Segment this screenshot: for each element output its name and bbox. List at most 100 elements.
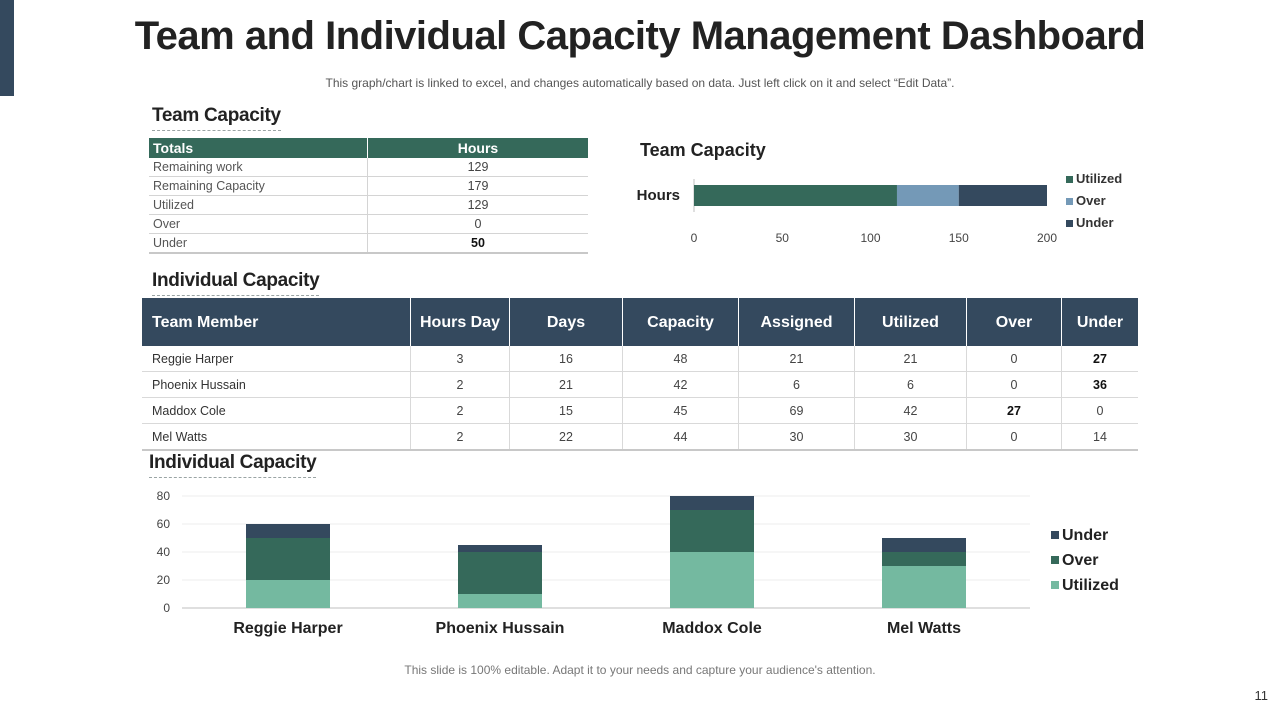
bar-segment-under — [246, 524, 330, 538]
cell-capacity: 42 — [622, 371, 739, 398]
x-tick-label: 100 — [860, 231, 880, 245]
table-row: Over 0 — [149, 214, 588, 234]
individual-chart-heading: Individual Capacity — [149, 452, 317, 478]
column-header-hours-day: Hours Day — [410, 298, 510, 346]
cell-days: 15 — [509, 397, 623, 424]
cell-under: 36 — [1061, 371, 1138, 398]
row-label: Remaining work — [149, 158, 368, 177]
column-header-capacity: Capacity — [622, 298, 739, 346]
row-value: 50 — [367, 233, 588, 254]
column-header-team-member: Team Member — [142, 298, 411, 346]
column-header-hours: Hours — [367, 138, 588, 158]
cell-utilized: 21 — [854, 346, 967, 372]
page-title: Team and Individual Capacity Management … — [134, 14, 1146, 58]
cell-assigned: 69 — [738, 397, 855, 424]
team-capacity-chart: Team Capacity Hours 0 50 100 150 200 Utilized Ov… — [637, 140, 1123, 245]
bar-segment-under — [670, 496, 754, 510]
cell-member: Reggie Harper — [142, 346, 411, 372]
legend-label: Utilized — [1062, 577, 1119, 594]
team-capacity-table: Totals Hours Remaining work 129 Remainin… — [149, 138, 588, 254]
category-label: Phoenix Hussain — [436, 620, 565, 637]
table-row: Mel Watts 2 22 44 30 30 0 14 — [142, 423, 1138, 451]
cell-assigned: 30 — [738, 423, 855, 451]
cell-over: 27 — [966, 397, 1062, 424]
cell-under: 14 — [1061, 423, 1138, 451]
bar-segment-utilized — [670, 552, 754, 608]
table-row: Utilized 129 — [149, 195, 588, 215]
chart-title: Team Capacity — [640, 140, 766, 160]
column-header-assigned: Assigned — [738, 298, 855, 346]
bar-segment-utilized — [458, 594, 542, 608]
row-value: 0 — [367, 214, 588, 234]
legend-swatch — [1066, 176, 1073, 183]
bar-segment-utilized — [246, 580, 330, 608]
table-row: Reggie Harper 3 16 48 21 21 0 27 — [142, 346, 1138, 372]
legend-label: Utilized — [1076, 171, 1122, 186]
legend-swatch — [1051, 581, 1059, 589]
legend-swatch — [1066, 198, 1073, 205]
cell-capacity: 44 — [622, 423, 739, 451]
cell-member: Mel Watts — [142, 423, 411, 451]
column-header-under: Under — [1061, 298, 1138, 346]
row-value: 129 — [367, 158, 588, 177]
cell-utilized: 42 — [854, 397, 967, 424]
bar-segment-under — [458, 545, 542, 552]
column-header-totals: Totals — [149, 138, 368, 158]
bar-segment-utilized — [694, 185, 897, 206]
legend-swatch — [1066, 220, 1073, 227]
column-header-utilized: Utilized — [854, 298, 967, 346]
x-tick-label: 0 — [691, 231, 698, 245]
table-row: Remaining work 129 — [149, 158, 588, 177]
cell-capacity: 45 — [622, 397, 739, 424]
bar-segment-under — [882, 538, 966, 552]
y-tick-label: 40 — [157, 545, 171, 559]
category-label: Reggie Harper — [233, 620, 342, 637]
bar-segment-over — [458, 552, 542, 594]
row-label: Under — [149, 233, 368, 254]
cell-hours-day: 2 — [410, 423, 510, 451]
legend-label: Over — [1062, 552, 1098, 569]
y-tick-label: 80 — [157, 489, 171, 503]
category-label: Maddox Cole — [662, 620, 762, 637]
bar-segment-utilized — [882, 566, 966, 608]
legend-label: Under — [1076, 215, 1114, 230]
cell-assigned: 21 — [738, 346, 855, 372]
cell-days: 22 — [509, 423, 623, 451]
column-header-over: Over — [966, 298, 1062, 346]
row-label: Utilized — [149, 195, 368, 215]
legend-swatch — [1051, 531, 1059, 539]
category-label: Mel Watts — [887, 620, 961, 637]
individual-capacity-heading: Individual Capacity — [152, 270, 320, 296]
cell-hours-day: 2 — [410, 397, 510, 424]
cell-capacity: 48 — [622, 346, 739, 372]
cell-days: 21 — [509, 371, 623, 398]
cell-utilized: 6 — [854, 371, 967, 398]
y-tick-label: 20 — [157, 573, 171, 587]
legend-label: Under — [1062, 527, 1108, 544]
column-header-days: Days — [509, 298, 623, 346]
cell-member: Phoenix Hussain — [142, 371, 411, 398]
row-label: Over — [149, 214, 368, 234]
individual-capacity-chart: 0 20 40 60 80 Reggie Harper Phoenix Hussain Mad… — [157, 489, 1119, 637]
x-tick-label: 150 — [949, 231, 969, 245]
bar-segment-under — [958, 185, 1047, 206]
accent-bar — [0, 0, 14, 96]
bar-segment-over — [670, 510, 754, 552]
table-row: Under 50 — [149, 233, 588, 254]
table-row: Remaining Capacity 179 — [149, 176, 588, 196]
bar-segment-over — [896, 185, 959, 206]
page-number: 11 — [1254, 688, 1269, 703]
cell-over: 0 — [966, 371, 1062, 398]
row-label: Remaining Capacity — [149, 176, 368, 196]
legend-label: Over — [1076, 193, 1106, 208]
footer-note: This slide is 100% editable. Adapt it to… — [404, 663, 876, 677]
cell-under: 0 — [1061, 397, 1138, 424]
table-header-row: Team Member Hours Day Days Capacity Assi… — [142, 298, 1138, 346]
table-row: Maddox Cole 2 15 45 69 42 27 0 — [142, 397, 1138, 424]
cell-hours-day: 3 — [410, 346, 510, 372]
cell-days: 16 — [509, 346, 623, 372]
cell-under: 27 — [1061, 346, 1138, 372]
row-value: 129 — [367, 195, 588, 215]
bar-segment-over — [246, 538, 330, 580]
y-tick-label: 60 — [157, 517, 171, 531]
